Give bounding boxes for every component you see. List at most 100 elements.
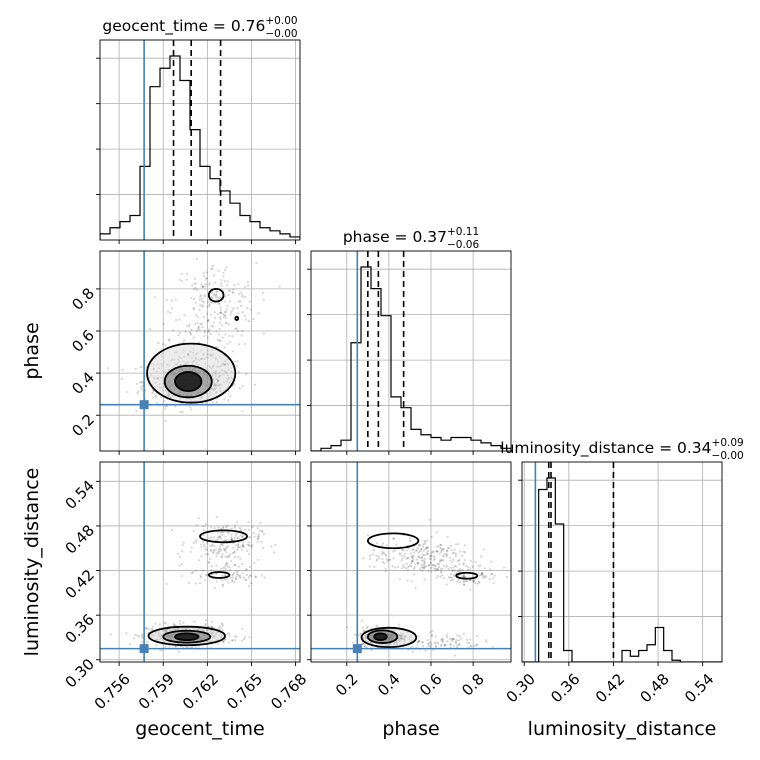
sample-point [165,582,168,586]
sample-point [414,586,417,590]
sample-point [429,631,432,634]
sample-point [226,555,229,558]
sample-point [208,561,211,564]
sample-point [140,388,143,391]
sample-point [206,336,210,339]
sample-point [204,283,207,286]
sample-point [426,550,429,553]
sample-point [200,323,203,326]
sample-point [164,344,167,347]
sample-point [410,555,414,558]
sample-point [174,298,178,301]
sample-point [191,284,194,287]
sample-point [428,518,431,521]
sample-point [235,532,238,536]
sample-point [218,302,221,306]
hist-panel-phase: phase = 0.37+0.11 −0.06 [307,226,512,455]
sample-point [398,578,402,581]
sample-point [158,623,161,626]
sample-point [238,386,241,390]
sample-point [241,329,244,333]
sample-point [180,563,183,566]
sample-point [445,636,449,639]
sample-point [195,539,198,542]
sample-point [442,548,445,551]
sample-point [226,342,229,346]
sample-point [385,544,388,547]
sample-point [148,328,152,331]
sample-point [220,537,223,540]
sample-point [224,549,227,552]
sample-point [181,574,184,578]
sample-point [470,644,473,648]
sample-point [418,543,421,546]
sample-point [420,566,424,569]
sample-point [449,637,452,641]
sample-point [199,574,202,577]
sample-point [234,578,237,581]
sample-point [376,624,379,627]
sample-point [471,574,474,577]
sample-point [223,346,226,349]
sample-point [210,267,213,271]
sample-point [440,644,443,647]
sample-point [260,540,263,544]
sample-point [224,310,228,314]
sample-point [226,563,229,566]
sample-point [395,543,398,546]
sample-point [247,585,250,588]
sample-point [400,567,403,570]
sample-point [492,577,495,580]
sample-point [443,643,446,646]
sample-point [193,620,196,623]
sample-point [411,556,414,559]
sample-point [418,568,422,571]
sample-point [478,574,481,577]
panel-frame [310,250,512,452]
sample-point [194,313,198,316]
sample-point [213,536,216,539]
sample-point [248,541,251,544]
sample-point [234,639,237,642]
sample-point [224,564,227,567]
sample-point [192,529,195,532]
x-tick-label: 0.42 [592,670,628,706]
sample-point [402,566,406,569]
sample-point [235,571,238,574]
sample-point [392,550,395,553]
sample-point [441,558,445,562]
sample-point [259,521,262,524]
sample-point [167,339,171,342]
sample-point [156,401,159,404]
sample-point [455,565,458,568]
sample-point [197,328,200,331]
sample-point [440,550,443,553]
sample-point [425,546,428,549]
sample-point [240,529,243,532]
sample-point [441,640,445,643]
sample-point [248,300,251,303]
sample-point [230,536,233,539]
sample-point [223,310,227,314]
sample-point [453,551,456,554]
sample-point [201,304,204,307]
sample-point [204,618,208,622]
sample-point [237,573,240,576]
sample-point [198,581,201,585]
sample-point [422,543,425,546]
sample-point [224,322,227,325]
sample-point [405,562,408,565]
sample-point [368,565,371,568]
sample-point [421,641,425,644]
sample-point [236,548,239,552]
sample-point [221,336,224,339]
sample-point [373,565,376,568]
sample-point [238,575,241,579]
sample-point [258,529,261,532]
sample-point [446,640,449,643]
sample-point [202,524,205,528]
sample-point [221,583,224,586]
sample-point [416,562,420,566]
sample-point [224,567,227,571]
panel-frame [310,461,512,663]
